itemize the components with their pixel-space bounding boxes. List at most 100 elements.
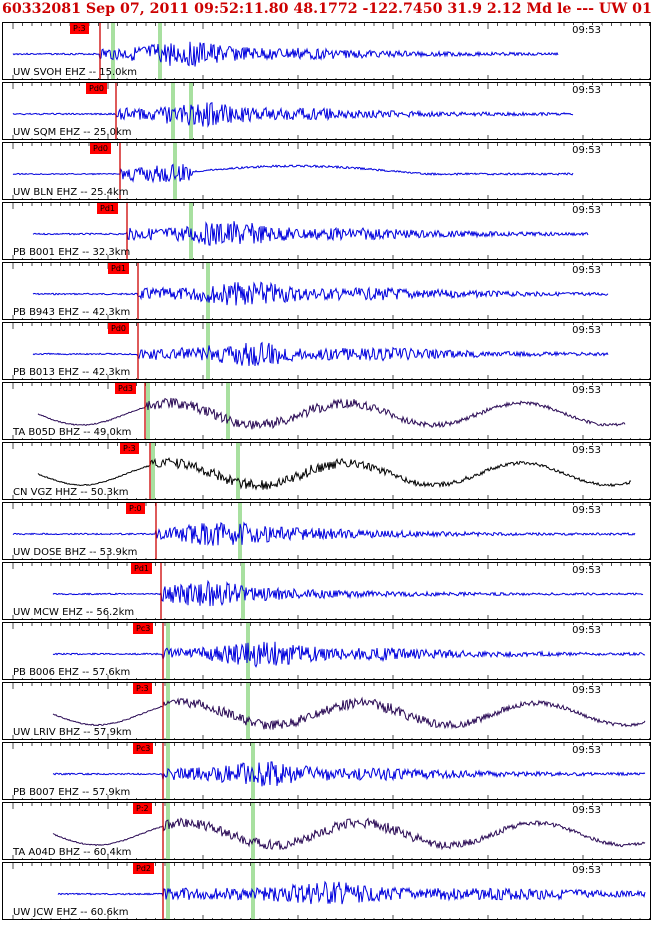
arrival-band bbox=[166, 803, 170, 859]
seismogram-panel[interactable]: Pd2 09:53 UW JCW EHZ -- 60.6km bbox=[2, 862, 651, 920]
waveform-trace bbox=[12, 102, 574, 128]
station-label: PB B943 EHZ -- 42.3km bbox=[13, 307, 131, 318]
seismogram-panel[interactable]: Pd0 09:53 UW SQM EHZ -- 25.0km bbox=[2, 82, 651, 140]
seismogram-panel[interactable]: Pd0 09:53 UW BLN EHZ -- 25.4km bbox=[2, 142, 651, 200]
waveform-plot bbox=[12, 503, 650, 559]
waveform-trace bbox=[52, 641, 646, 668]
seismogram-panel[interactable]: P:3 09:53 UW SVOH EHZ -- 15.0km bbox=[2, 22, 651, 80]
waveform-plot bbox=[12, 743, 650, 799]
station-label: UW LRIV BHZ -- 57.9km bbox=[13, 727, 132, 738]
time-label: 09:53 bbox=[571, 25, 602, 36]
waveform-trace bbox=[32, 281, 609, 306]
waveform-trace bbox=[52, 579, 644, 607]
station-label: PB B007 EHZ -- 57.9km bbox=[13, 787, 131, 798]
pick-flag[interactable]: Pd2 bbox=[133, 863, 154, 874]
time-label: 09:53 bbox=[571, 85, 602, 96]
waveform-trace bbox=[52, 696, 646, 731]
waveform-plot bbox=[12, 863, 650, 919]
pick-flag[interactable]: Pd1 bbox=[131, 563, 152, 574]
waveform-plot bbox=[12, 203, 650, 259]
arrival-band bbox=[173, 143, 177, 199]
pick-flag[interactable]: P:3 bbox=[120, 443, 139, 454]
seismogram-panel[interactable]: P:3 09:53 UW LRIV BHZ -- 57.9km bbox=[2, 682, 651, 740]
time-label: 09:53 bbox=[571, 385, 602, 396]
time-label: 09:53 bbox=[571, 325, 602, 336]
station-label: UW JCW EHZ -- 60.6km bbox=[13, 907, 129, 918]
time-label: 09:53 bbox=[571, 445, 602, 456]
pick-flag[interactable]: Pd0 bbox=[86, 83, 107, 94]
waveform-trace bbox=[37, 397, 626, 430]
seismogram-panel[interactable]: Pd1 09:53 UW MCW EHZ -- 56.2km bbox=[2, 562, 651, 620]
time-label: 09:53 bbox=[571, 745, 602, 756]
arrival-band bbox=[111, 23, 115, 79]
pick-flag[interactable]: Pd0 bbox=[90, 143, 111, 154]
time-label: 09:53 bbox=[571, 145, 602, 156]
seismogram-panel[interactable]: P:3 09:53 CN VGZ HHZ -- 50.3km bbox=[2, 442, 651, 500]
time-label: 09:53 bbox=[571, 505, 602, 516]
station-label: PB B006 EHZ -- 57.6km bbox=[13, 667, 131, 678]
time-label: 09:53 bbox=[571, 625, 602, 636]
station-label: UW BLN EHZ -- 25.4km bbox=[13, 187, 129, 198]
arrival-band bbox=[146, 383, 150, 439]
seismogram-panel[interactable]: Pd1 09:53 PB B943 EHZ -- 42.3km bbox=[2, 262, 651, 320]
station-label: PB B001 EHZ -- 32.3km bbox=[13, 247, 131, 258]
time-label: 09:53 bbox=[571, 805, 602, 816]
waveform-trace bbox=[52, 817, 646, 851]
seismogram-panel[interactable]: Pd0 09:53 PB B013 EHZ -- 42.3km bbox=[2, 322, 651, 380]
waveform-plot bbox=[12, 383, 650, 439]
time-label: 09:53 bbox=[571, 865, 602, 876]
arrival-band bbox=[171, 83, 175, 139]
seismogram-panel[interactable]: Pd3 09:53 TA B05D BHZ -- 49.0km bbox=[2, 382, 651, 440]
waveform-plot bbox=[12, 23, 650, 79]
pick-flag[interactable]: Pd0 bbox=[108, 323, 129, 334]
waveform-trace bbox=[32, 341, 609, 367]
seismogram-panel[interactable]: Pd1 09:53 PB B001 EHZ -- 32.3km bbox=[2, 202, 651, 260]
station-label: TA B05D BHZ -- 49.0km bbox=[13, 427, 132, 438]
seismogram-panel[interactable]: Pc3 09:53 PB B006 EHZ -- 57.6km bbox=[2, 622, 651, 680]
arrival-band bbox=[236, 443, 240, 499]
pick-flag[interactable]: P:0 bbox=[126, 503, 145, 514]
arrival-band bbox=[251, 803, 255, 859]
time-label: 09:53 bbox=[571, 205, 602, 216]
station-label: CN VGZ HHZ -- 50.3km bbox=[13, 487, 129, 498]
arrival-band bbox=[151, 443, 155, 499]
station-label: TA A04D BHZ -- 60.4km bbox=[13, 847, 132, 858]
waveform-plot bbox=[12, 623, 650, 679]
pick-flag[interactable]: Pd1 bbox=[108, 263, 129, 274]
waveform-plot bbox=[12, 263, 650, 319]
waveform-plot bbox=[12, 803, 650, 859]
time-label: 09:53 bbox=[571, 685, 602, 696]
time-label: 09:53 bbox=[571, 565, 602, 576]
time-label: 09:53 bbox=[571, 265, 602, 276]
arrival-band bbox=[241, 563, 245, 619]
waveform-plot bbox=[12, 563, 650, 619]
arrival-band bbox=[166, 683, 170, 739]
waveform-trace bbox=[12, 521, 636, 546]
waveform-trace bbox=[12, 163, 574, 184]
station-label: UW MCW EHZ -- 56.2km bbox=[13, 607, 135, 618]
pick-flag[interactable]: Pc3 bbox=[133, 743, 154, 754]
station-label: UW SQM EHZ -- 25.0km bbox=[13, 127, 132, 138]
waveform-plot bbox=[12, 443, 650, 499]
waveform-trace bbox=[32, 221, 589, 246]
seismogram-panel[interactable]: P:0 09:53 UW DOSE BHZ -- 53.9km bbox=[2, 502, 651, 560]
waveform-trace bbox=[57, 880, 646, 905]
pick-flag[interactable]: P:2 bbox=[133, 803, 152, 814]
pick-flag[interactable]: Pc3 bbox=[133, 623, 154, 634]
station-label: PB B013 EHZ -- 42.3km bbox=[13, 367, 131, 378]
pick-flag[interactable]: Pd3 bbox=[115, 383, 136, 394]
pick-flag[interactable]: P:3 bbox=[133, 683, 152, 694]
waveform-plot bbox=[12, 683, 650, 739]
arrival-band bbox=[206, 263, 210, 319]
waveform-plot bbox=[12, 323, 650, 379]
station-label: UW SVOH EHZ -- 15.0km bbox=[13, 67, 138, 78]
waveform-trace bbox=[52, 761, 646, 787]
seismogram-panel[interactable]: P:2 09:53 TA A04D BHZ -- 60.4km bbox=[2, 802, 651, 860]
arrival-band bbox=[226, 383, 230, 439]
pick-flag[interactable]: Pd1 bbox=[97, 203, 118, 214]
waveform-trace bbox=[12, 41, 559, 67]
waveform-trace bbox=[37, 457, 632, 491]
event-title: 60332081 Sep 07, 2011 09:52:11.80 48.177… bbox=[2, 1, 653, 17]
pick-flag[interactable]: P:3 bbox=[70, 23, 89, 34]
seismogram-panel[interactable]: Pc3 09:53 PB B007 EHZ -- 57.9km bbox=[2, 742, 651, 800]
